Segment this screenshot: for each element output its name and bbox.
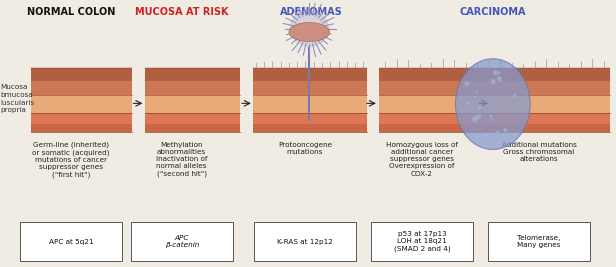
Bar <box>145 81 240 95</box>
Ellipse shape <box>496 76 502 81</box>
Ellipse shape <box>492 119 494 121</box>
Bar <box>31 113 132 124</box>
Bar <box>379 124 610 132</box>
Bar <box>253 124 367 132</box>
Ellipse shape <box>474 96 476 98</box>
Bar <box>379 95 610 113</box>
Text: K-RAS at 12p12: K-RAS at 12p12 <box>277 239 333 245</box>
Ellipse shape <box>475 91 478 93</box>
Bar <box>31 81 132 95</box>
Text: Protooncogene
mutations: Protooncogene mutations <box>278 142 332 155</box>
Text: NORMAL COLON: NORMAL COLON <box>26 7 115 17</box>
FancyBboxPatch shape <box>371 222 473 261</box>
Text: Methylation
abnormalities
Inactivation of
normal alleles
("second hit"): Methylation abnormalities Inactivation o… <box>156 142 208 177</box>
Ellipse shape <box>476 114 481 120</box>
Ellipse shape <box>290 10 328 46</box>
Bar <box>379 113 610 124</box>
Bar <box>145 68 240 81</box>
Text: Telomerase,
Many genes: Telomerase, Many genes <box>517 235 561 248</box>
Text: MUCOSA AT RISK: MUCOSA AT RISK <box>135 7 229 17</box>
Ellipse shape <box>513 94 517 98</box>
Ellipse shape <box>492 79 495 82</box>
Bar <box>31 68 132 81</box>
Text: ADENOMAS: ADENOMAS <box>280 7 342 17</box>
Ellipse shape <box>498 72 501 74</box>
Text: APC
β-catenin: APC β-catenin <box>164 235 199 249</box>
Bar <box>31 124 132 132</box>
Ellipse shape <box>493 70 498 75</box>
Text: Mucosa
bmucosa
luscularis
propria: Mucosa bmucosa luscularis propria <box>1 84 34 113</box>
Ellipse shape <box>466 101 471 105</box>
Ellipse shape <box>491 80 496 84</box>
FancyBboxPatch shape <box>488 222 590 261</box>
Text: CARCINOMA: CARCINOMA <box>460 7 526 17</box>
Ellipse shape <box>478 105 482 110</box>
Bar <box>145 113 240 124</box>
Bar <box>379 81 610 95</box>
Bar <box>253 95 367 113</box>
Ellipse shape <box>496 130 500 134</box>
Ellipse shape <box>503 128 508 132</box>
Bar <box>253 113 367 124</box>
FancyBboxPatch shape <box>254 222 356 261</box>
Text: Additional mutations
Gross chromosomal
alterations: Additional mutations Gross chromosomal a… <box>501 142 577 162</box>
Bar <box>253 68 367 81</box>
Ellipse shape <box>490 115 493 118</box>
FancyBboxPatch shape <box>131 222 232 261</box>
Bar <box>145 95 240 113</box>
Bar <box>31 95 132 113</box>
Ellipse shape <box>483 133 488 138</box>
Text: p53 at 17p13
LOH at 18q21
(SMAD 2 and 4): p53 at 17p13 LOH at 18q21 (SMAD 2 and 4) <box>394 231 450 252</box>
Text: Homozygous loss of
additional cancer
suppressor genes
Overexpression of
COX-2: Homozygous loss of additional cancer sup… <box>386 142 458 176</box>
Ellipse shape <box>472 116 477 122</box>
Ellipse shape <box>464 81 469 87</box>
Bar <box>379 68 610 81</box>
Bar <box>253 81 367 95</box>
Text: Germ-line (inherited)
or somatic (acquired)
mutations of cancer
suppressor genes: Germ-line (inherited) or somatic (acquir… <box>32 142 110 178</box>
Bar <box>145 124 240 132</box>
Ellipse shape <box>289 22 330 42</box>
Ellipse shape <box>455 59 530 150</box>
Text: APC at 5q21: APC at 5q21 <box>49 239 93 245</box>
FancyBboxPatch shape <box>20 222 122 261</box>
